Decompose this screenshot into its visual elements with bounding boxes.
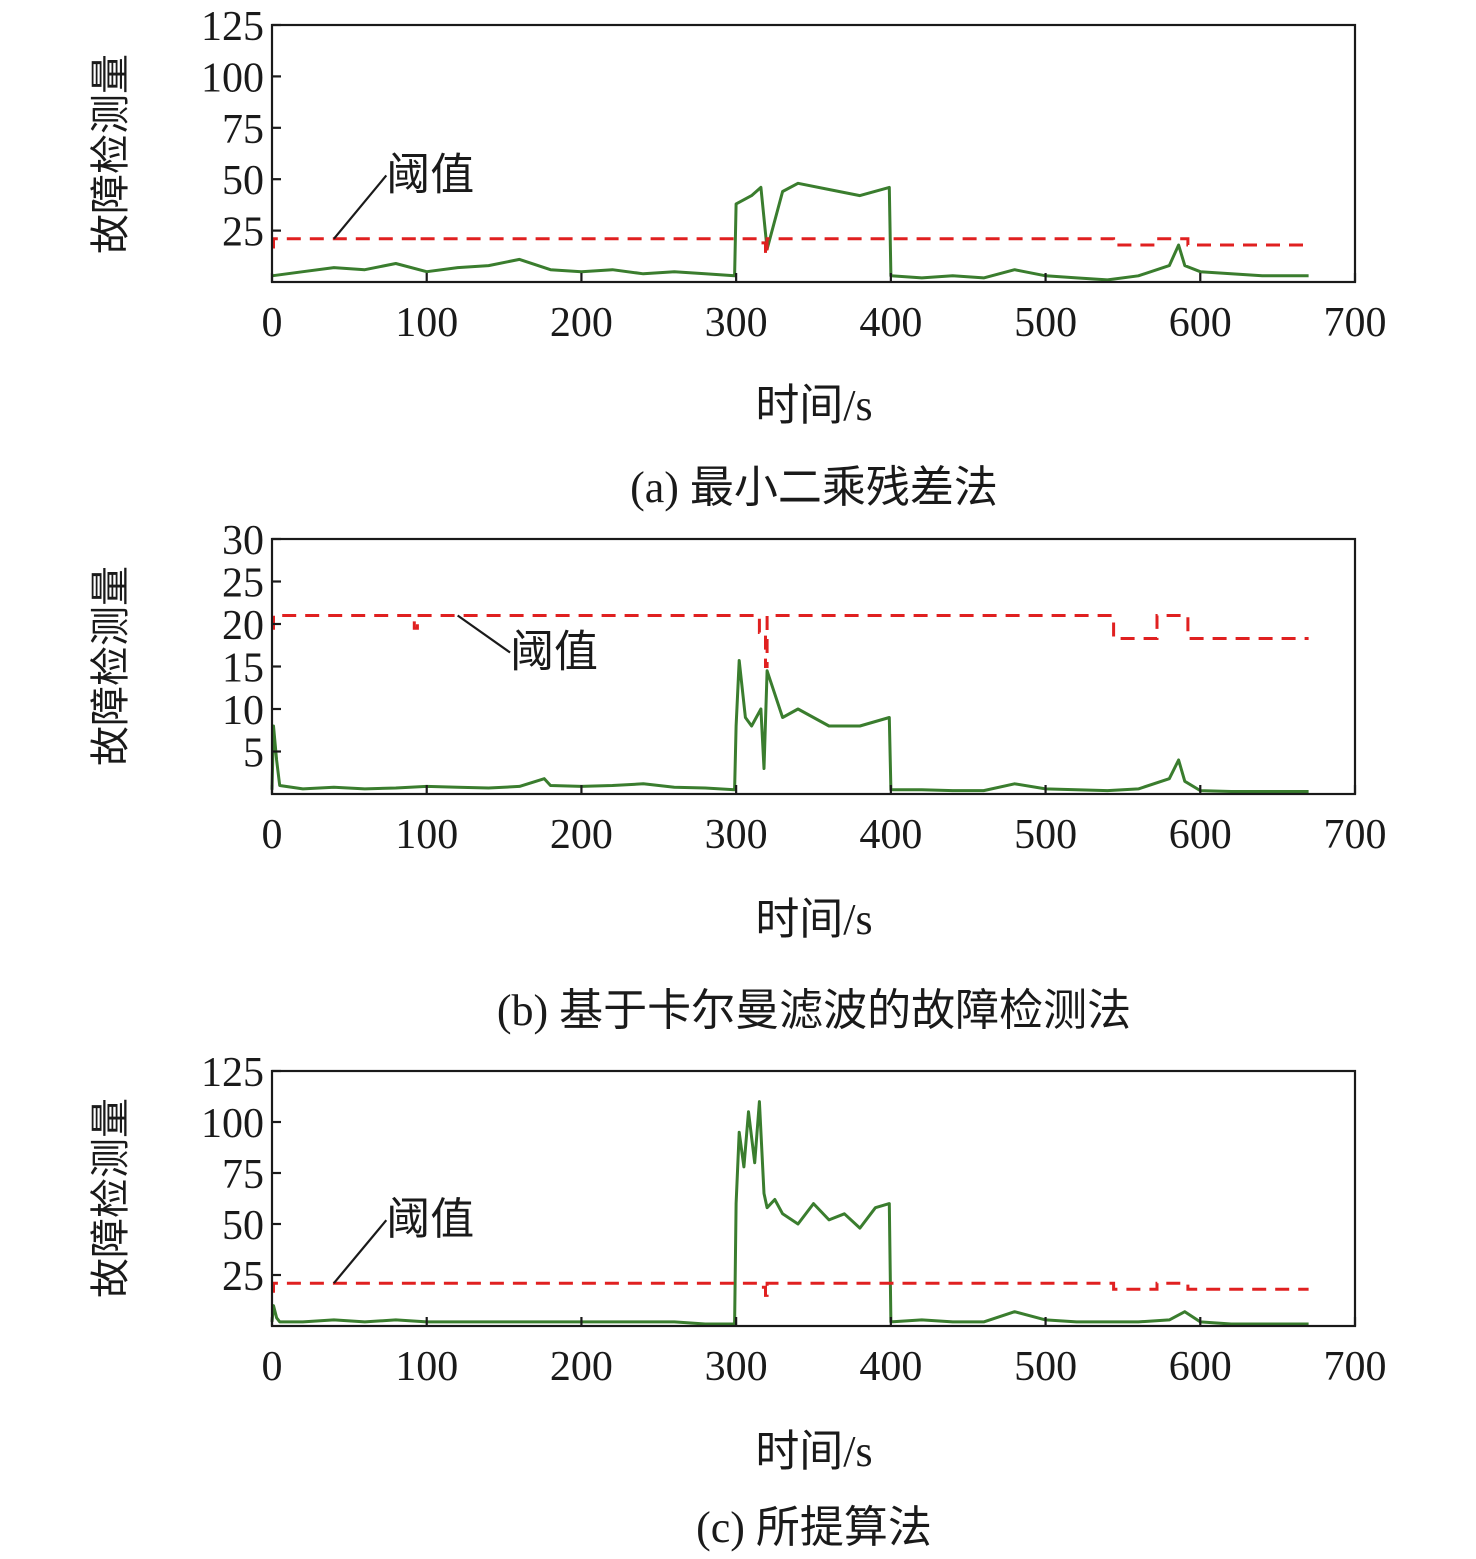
- y-tick-label: 75: [222, 1152, 264, 1198]
- y-axis-label: 故障检测量: [88, 1098, 134, 1298]
- x-tick-label: 200: [550, 812, 613, 858]
- y-tick-label: 100: [201, 1101, 264, 1147]
- y-tick-label: 25: [222, 210, 264, 256]
- x-tick-label: 100: [395, 1344, 458, 1390]
- x-tick-label: 400: [859, 1344, 922, 1390]
- x-tick-label: 300: [705, 1344, 768, 1390]
- x-tick-label: 500: [1014, 1344, 1077, 1390]
- y-tick-label: 25: [222, 561, 264, 607]
- panel-a: 故障检测量 时间/s (a) 最小二乘残差法 0 100 200 300 400 500 6…: [88, 4, 1387, 512]
- y-tick-label: 75: [222, 107, 264, 153]
- y-tick-label: 10: [222, 688, 264, 734]
- threshold-annotation: 阈值: [386, 149, 474, 200]
- y-tick-label: 125: [201, 1050, 264, 1096]
- annotation-leader: [333, 174, 388, 240]
- panel-caption: (b) 基于卡尔曼滤波的故障检测法: [497, 986, 1131, 1035]
- x-tick-label: 100: [395, 300, 458, 346]
- x-tick-label: 0: [262, 300, 283, 346]
- series-line-detection: [271, 181, 1309, 282]
- y-tick-label: 20: [222, 603, 264, 649]
- series-line-threshold: [272, 237, 1309, 257]
- annotation-leader: [333, 1219, 388, 1284]
- x-tick-label: 700: [1324, 300, 1387, 346]
- y-tick-label: 100: [201, 55, 264, 101]
- x-tick-label: 700: [1324, 812, 1387, 858]
- x-tick-label: 500: [1014, 812, 1077, 858]
- plot-frame: [270, 1069, 1357, 1328]
- x-tick-label: 400: [859, 812, 922, 858]
- y-tick-label: 25: [222, 1254, 264, 1300]
- series-line-detection: [270, 1100, 1309, 1326]
- x-tick-label: 600: [1169, 812, 1232, 858]
- x-tick-label: 300: [705, 812, 768, 858]
- x-tick-label: 0: [262, 1344, 283, 1390]
- series-line-threshold: [272, 614, 1309, 668]
- y-tick-label: 5: [243, 731, 264, 777]
- series-line-detection: [270, 659, 1309, 793]
- plot-frame: [270, 23, 1357, 284]
- panel-c: 故障检测量 时间/s (c) 所提算法 0 100 200 300 400 500 600 7…: [88, 1050, 1387, 1552]
- x-tick-label: 200: [550, 300, 613, 346]
- x-tick-label: 200: [550, 1344, 613, 1390]
- y-tick-label: 50: [222, 158, 264, 204]
- threshold-annotation: 阈值: [386, 1194, 474, 1245]
- x-tick-label: 100: [395, 812, 458, 858]
- annotation-leader: [457, 614, 511, 654]
- panel-caption: (c) 所提算法: [696, 1503, 932, 1552]
- panel-caption: (a) 最小二乘残差法: [630, 463, 998, 512]
- series-line-threshold: [272, 1281, 1309, 1297]
- x-tick-label: 0: [262, 812, 283, 858]
- y-axis-label: 故障检测量: [88, 54, 134, 254]
- x-tick-label: 300: [705, 300, 768, 346]
- plot-frame: [270, 537, 1357, 796]
- y-tick-label: 15: [222, 646, 264, 692]
- y-tick-label: 125: [201, 4, 264, 50]
- x-tick-label: 500: [1014, 300, 1077, 346]
- x-tick-label: 600: [1169, 300, 1232, 346]
- panel-b: 故障检测量 时间/s (b) 基于卡尔曼滤波的故障检测法 0 100 200 300 4…: [88, 518, 1387, 1035]
- x-axis-label: 时间/s: [755, 1427, 872, 1476]
- y-axis-label: 故障检测量: [88, 566, 134, 766]
- y-tick-label: 30: [222, 518, 264, 564]
- x-axis-label: 时间/s: [755, 895, 872, 944]
- x-tick-label: 700: [1324, 1344, 1387, 1390]
- x-axis-label: 时间/s: [755, 381, 872, 430]
- threshold-annotation: 阈值: [510, 627, 598, 678]
- y-tick-label: 50: [222, 1203, 264, 1249]
- x-tick-label: 600: [1169, 1344, 1232, 1390]
- x-tick-label: 400: [859, 300, 922, 346]
